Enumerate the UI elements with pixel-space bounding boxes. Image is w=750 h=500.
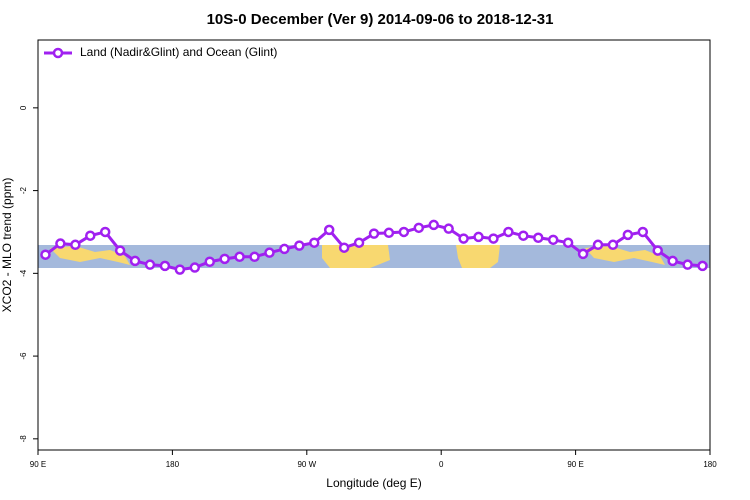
- data-point: [264, 247, 275, 258]
- data-point: [607, 239, 619, 251]
- data-point: [249, 251, 260, 263]
- data-point: [353, 237, 365, 248]
- data-point: [159, 260, 171, 272]
- chart-title: 10S-0 December (Ver 9) 2014-09-06 to 201…: [207, 11, 554, 28]
- data-point: [622, 229, 634, 241]
- data-point: [637, 226, 649, 238]
- data-point: [70, 239, 81, 251]
- y-axis-label: XCO2 - MLO trend (ppm): [0, 178, 14, 313]
- y-tick-label: -8: [19, 435, 28, 443]
- data-point: [533, 232, 544, 244]
- data-point: [129, 255, 141, 267]
- data-point: [443, 223, 454, 234]
- data-point: [219, 253, 230, 265]
- land: [50, 246, 130, 265]
- data-point: [294, 240, 305, 251]
- data-point: [413, 222, 425, 234]
- data-point: [189, 262, 201, 273]
- data-point: [338, 242, 350, 253]
- data-point: [667, 255, 678, 267]
- data-point: [383, 227, 395, 239]
- y-tick-label: -4: [19, 269, 28, 277]
- x-tick-label: 90 E: [30, 460, 46, 469]
- data-point: [682, 259, 693, 270]
- data-point: [458, 233, 469, 244]
- x-tick-label: 0: [439, 460, 444, 469]
- plot-frame: [37, 39, 711, 451]
- data-point: [85, 230, 96, 241]
- data-point: [428, 219, 439, 231]
- x-tick-label: 180: [703, 460, 717, 469]
- x-axis-label: Longitude (deg E): [326, 476, 421, 490]
- data-point: [99, 226, 111, 238]
- x-tick-label: 90 W: [297, 460, 316, 469]
- legend-label: Land (Nadir&Glint) and Ocean (Glint): [80, 45, 277, 59]
- data-point: [577, 248, 589, 260]
- x-tick-label: 180: [166, 460, 180, 469]
- data-point: [503, 226, 514, 238]
- x-tick-label: 90 E: [567, 460, 583, 469]
- data-point: [204, 256, 215, 268]
- y-tick-label: -6: [19, 352, 28, 360]
- data-point: [652, 245, 663, 256]
- data-point: [144, 259, 156, 270]
- data-point: [234, 251, 245, 263]
- data-point: [488, 233, 499, 244]
- data-point: [174, 264, 186, 275]
- land: [322, 245, 390, 268]
- data-point: [518, 230, 529, 241]
- legend-marker: [52, 47, 64, 59]
- data-point: [473, 231, 484, 243]
- data-point: [592, 239, 604, 251]
- land: [456, 245, 500, 268]
- data-point: [114, 245, 126, 256]
- land: [585, 246, 665, 265]
- data-point: [562, 237, 574, 248]
- data-point: [697, 260, 708, 272]
- data-point: [55, 238, 66, 249]
- data-point: [309, 237, 320, 248]
- data-point: [279, 243, 290, 255]
- data-point: [398, 226, 410, 238]
- data-point: [323, 224, 335, 236]
- y-tick-label: 0: [19, 105, 28, 110]
- y-tick-label: -2: [19, 186, 28, 194]
- data-point: [40, 249, 51, 260]
- data-point: [547, 234, 559, 246]
- data-point: [368, 228, 380, 239]
